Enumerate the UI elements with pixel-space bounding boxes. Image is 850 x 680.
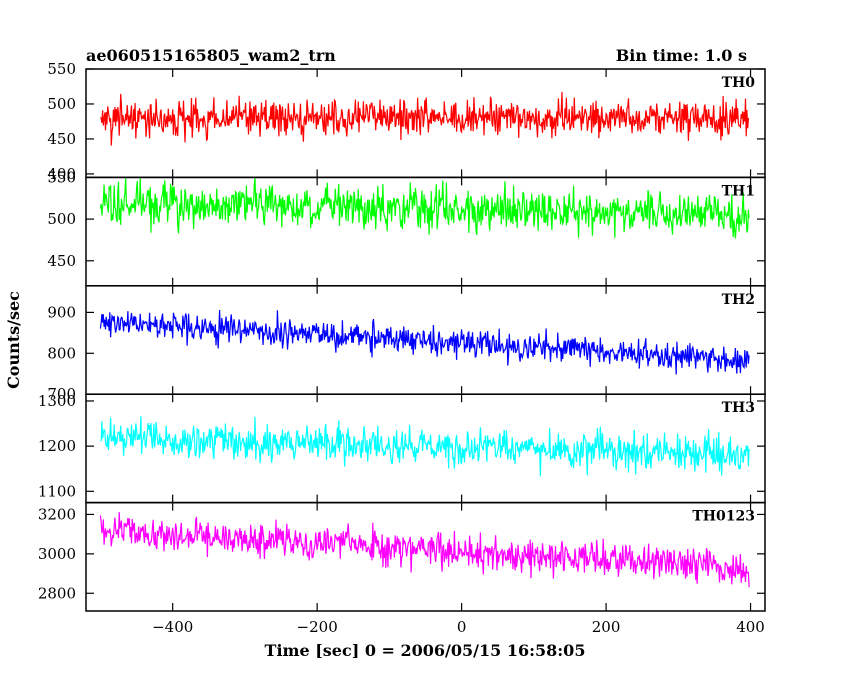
panel-th2: 700 800 900 TH2 bbox=[47, 285, 766, 403]
panel-th0123: 2800 3000 3200 TH0123 bbox=[38, 501, 766, 612]
panel-label-th1: TH1 bbox=[722, 183, 755, 199]
y-tick-label-th2: 700 bbox=[47, 385, 76, 403]
panel-th1: 450 500 550 TH1 bbox=[47, 168, 766, 287]
y-tick-label-th1: 500 bbox=[47, 210, 76, 228]
y-tick-label-th0123: 2800 bbox=[38, 584, 76, 602]
y-tick-label-th0: 400 bbox=[47, 165, 76, 183]
x-tick-label: 0 bbox=[457, 618, 467, 636]
x-tick-label: −200 bbox=[297, 618, 338, 636]
y-tick-label-th3: 1200 bbox=[38, 437, 76, 455]
panel-label-th0: TH0 bbox=[722, 75, 756, 91]
y-tick-label-th1: 450 bbox=[47, 252, 76, 270]
y-tick-label-th0: 550 bbox=[47, 60, 76, 78]
x-tick-label: −400 bbox=[152, 618, 193, 636]
x-axis-label: Time [sec] 0 = 2006/05/15 16:58:05 bbox=[265, 641, 586, 660]
x-tick-label: 200 bbox=[592, 618, 621, 636]
panel-frame-th0123 bbox=[85, 501, 766, 612]
bin-time-label: Bin time: 1.0 s bbox=[616, 46, 747, 65]
y-tick-label-th2: 800 bbox=[47, 344, 76, 362]
y-tick-label-th3: 1300 bbox=[38, 392, 76, 410]
panel-th0: 400 450 500 550 TH0 bbox=[47, 60, 766, 183]
series-th1 bbox=[99, 177, 750, 239]
x-axis: −400 −200 0 200 400 bbox=[152, 618, 765, 636]
y-tick-label-th0: 500 bbox=[47, 95, 76, 113]
y-tick-label-th0123: 3000 bbox=[38, 545, 76, 563]
series-th2 bbox=[99, 309, 750, 375]
panel-label-th0123: TH0123 bbox=[692, 509, 755, 525]
panel-th3: 1100 1200 1300 TH3 bbox=[38, 392, 766, 504]
panels-group: 400 450 500 550 TH0 450 500 550 TH1 700 800 900 TH2 1… bbox=[38, 60, 766, 612]
y-tick-label-th3: 1100 bbox=[38, 482, 76, 500]
panel-frame-th1 bbox=[85, 176, 766, 287]
panel-label-th2: TH2 bbox=[722, 292, 755, 308]
series-th0123 bbox=[99, 512, 750, 588]
y-tick-label-th1: 550 bbox=[47, 168, 76, 186]
x-tick-label: 400 bbox=[736, 618, 765, 636]
panel-label-th3: TH3 bbox=[722, 400, 755, 416]
y-tick-label-th0: 450 bbox=[47, 130, 76, 148]
y-tick-label-th0123: 3200 bbox=[38, 505, 76, 523]
y-axis-label: Counts/sec bbox=[4, 291, 23, 389]
y-tick-label-th2: 900 bbox=[47, 303, 76, 321]
series-th3 bbox=[100, 416, 750, 477]
series-th0 bbox=[99, 91, 750, 146]
chart-title: ae060515165805_wam2_trn bbox=[86, 46, 336, 65]
